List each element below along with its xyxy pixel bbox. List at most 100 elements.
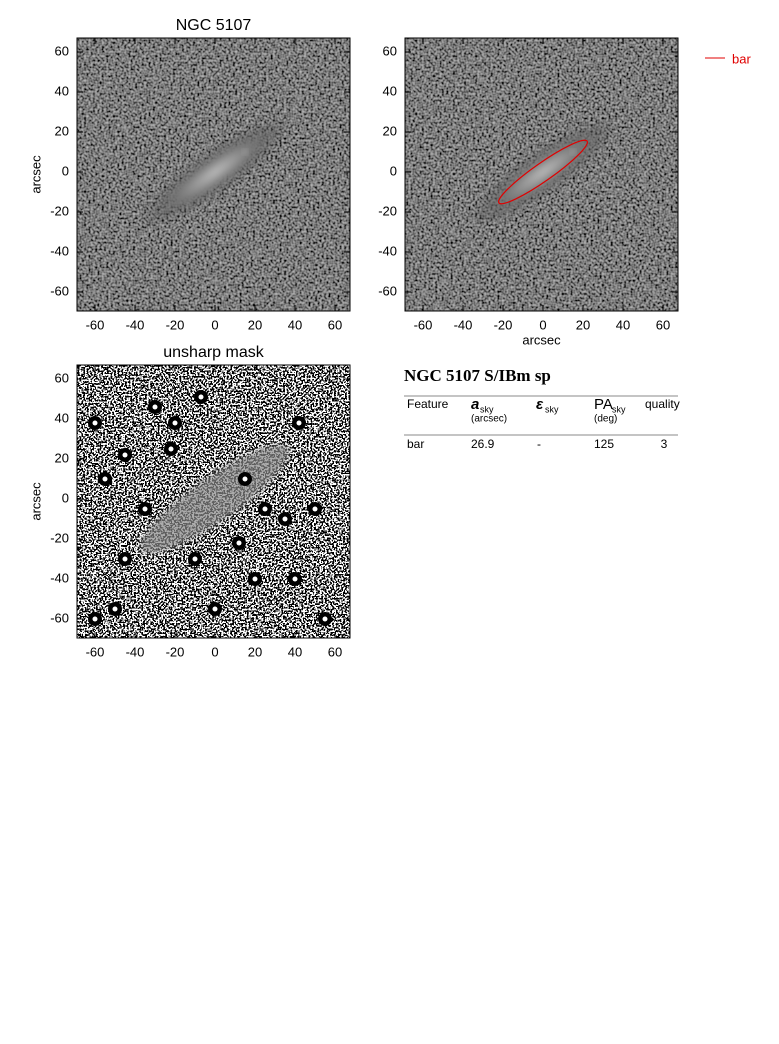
star xyxy=(122,229,128,235)
x-tick-label: 20 xyxy=(576,317,590,332)
x-tick-label: 60 xyxy=(656,317,670,332)
star xyxy=(322,289,328,295)
y-tick-label: 60 xyxy=(55,43,69,58)
star xyxy=(500,93,506,99)
y-tick-label: 60 xyxy=(55,370,69,385)
x-axis-label: arcsec xyxy=(522,332,561,347)
star xyxy=(172,420,178,426)
y-axis-label: arcsec xyxy=(28,482,43,521)
star xyxy=(242,476,248,482)
star xyxy=(152,77,158,83)
star xyxy=(142,179,148,185)
star xyxy=(590,179,596,185)
x-tick-label: -20 xyxy=(494,317,513,332)
image-panel: -60 -40 -20 0 20 40 60 -60 -40 -20 0 20 40 60 unsharp … xyxy=(28,344,351,659)
x-tick-label: 40 xyxy=(288,644,302,659)
x-tick-label: -40 xyxy=(126,317,145,332)
star xyxy=(650,289,656,295)
star xyxy=(92,420,98,426)
star xyxy=(122,125,128,131)
y-tick-label: -20 xyxy=(50,203,69,218)
star xyxy=(610,189,616,195)
star xyxy=(192,556,198,562)
star xyxy=(152,404,158,410)
star xyxy=(450,125,456,131)
frame xyxy=(76,37,351,312)
y-tick-label: -60 xyxy=(50,283,69,298)
panel-title: NGC 5107 xyxy=(176,17,252,34)
table-header-sub: sky xyxy=(545,404,559,414)
star xyxy=(212,279,218,285)
x-tick-label: -40 xyxy=(454,317,473,332)
table-header: Feature xyxy=(407,397,449,411)
y-tick-label: 60 xyxy=(383,43,397,58)
star xyxy=(236,213,242,219)
star xyxy=(440,279,446,285)
star xyxy=(430,149,436,155)
x-tick-label: 20 xyxy=(248,644,262,659)
x-tick-label: -60 xyxy=(414,317,433,332)
x-tick-label: 0 xyxy=(539,317,546,332)
star xyxy=(282,189,288,195)
star xyxy=(92,93,98,99)
y-tick-label: 20 xyxy=(55,123,69,138)
star xyxy=(282,516,288,522)
star xyxy=(262,179,268,185)
x-tick-label: -60 xyxy=(86,644,105,659)
galaxy-image xyxy=(77,365,350,638)
table-header-sub: sky xyxy=(612,404,626,414)
star xyxy=(168,446,174,452)
star xyxy=(450,229,456,235)
star xyxy=(564,213,570,219)
star xyxy=(92,616,98,622)
table-cell: bar xyxy=(407,437,424,451)
x-tick-label: 40 xyxy=(616,317,630,332)
y-tick-label: 0 xyxy=(62,163,69,178)
galaxy-image xyxy=(77,38,350,311)
star xyxy=(640,179,646,185)
frame xyxy=(76,364,351,639)
bar-ellipse xyxy=(498,139,588,205)
x-tick-label: -20 xyxy=(166,317,185,332)
star xyxy=(312,506,318,512)
star xyxy=(570,149,576,155)
table-header-sub: sky xyxy=(480,404,494,414)
y-tick-label: -40 xyxy=(50,243,69,258)
star xyxy=(92,289,98,295)
star xyxy=(252,249,258,255)
y-tick-label: 40 xyxy=(383,83,397,98)
x-tick-label: -20 xyxy=(166,644,185,659)
star xyxy=(580,249,586,255)
legend-label: bar xyxy=(732,51,751,66)
y-tick-label: -60 xyxy=(50,610,69,625)
x-tick-label: 60 xyxy=(328,317,342,332)
y-tick-label: -40 xyxy=(378,243,397,258)
star xyxy=(480,77,486,83)
table-header-symbol: PA xyxy=(594,396,613,413)
star xyxy=(262,506,268,512)
star xyxy=(624,93,630,99)
star xyxy=(198,67,204,73)
star xyxy=(168,119,174,125)
frame xyxy=(404,37,679,312)
y-axis-label: arcsec xyxy=(28,155,43,194)
y-tick-label: -20 xyxy=(50,530,69,545)
star xyxy=(198,394,204,400)
y-tick-label: 0 xyxy=(390,163,397,178)
table-cell: - xyxy=(537,437,541,451)
table-header-symbol: ε xyxy=(536,396,544,413)
star xyxy=(212,606,218,612)
x-tick-label: 0 xyxy=(211,644,218,659)
star xyxy=(620,249,626,255)
star xyxy=(312,179,318,185)
star xyxy=(252,576,258,582)
star xyxy=(520,229,526,235)
galaxy-disk xyxy=(468,117,618,227)
star xyxy=(470,179,476,185)
star xyxy=(102,476,108,482)
star xyxy=(540,279,546,285)
star xyxy=(242,149,248,155)
star xyxy=(112,606,118,612)
star xyxy=(292,576,298,582)
